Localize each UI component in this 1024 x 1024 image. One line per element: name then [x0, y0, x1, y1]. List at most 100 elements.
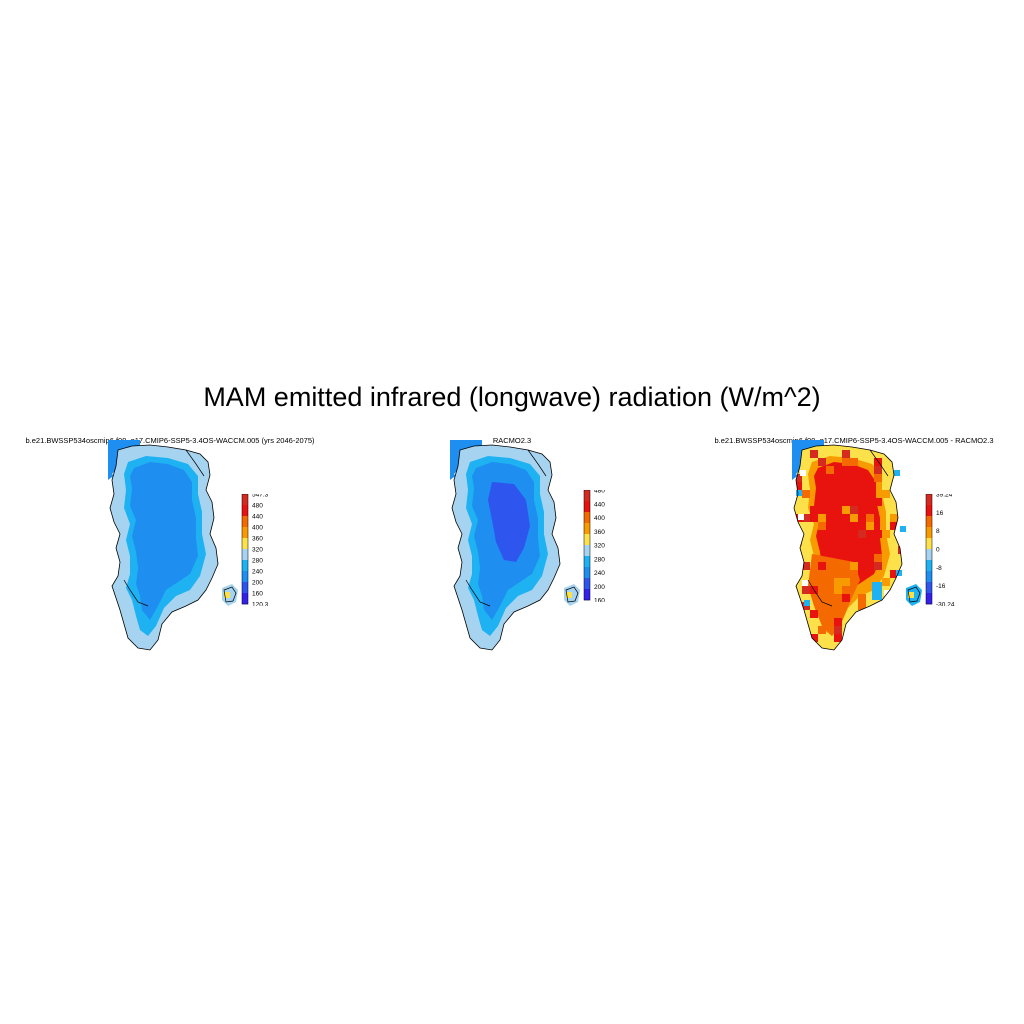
fjord-line	[465, 579, 491, 607]
grid-cell	[794, 482, 802, 490]
coastal-cell	[798, 514, 804, 520]
colorbar-swatch	[242, 582, 248, 594]
grid-cell	[842, 450, 850, 458]
panel-racmo: RACMO2.3 480 440 400 360 320 280 240 200 160	[342, 430, 682, 660]
grid-cell	[818, 562, 826, 570]
grid-cell	[834, 634, 842, 642]
colorbar-label: 400	[594, 515, 605, 522]
colorbar-label: -8	[936, 565, 942, 572]
grid-cell	[818, 514, 826, 522]
colorbar-label: 400	[252, 525, 263, 532]
colorbar-swatch	[584, 556, 590, 568]
colorbar-label: 480	[594, 490, 605, 495]
grid-cell	[866, 514, 874, 522]
grid-cell	[842, 594, 850, 602]
colorbar-swatch	[926, 560, 932, 572]
grid-cell	[850, 562, 858, 570]
island-cell	[908, 592, 914, 598]
grid-cell	[802, 634, 810, 642]
grid-cell	[858, 538, 866, 546]
grid-cell	[818, 522, 826, 530]
grid-cell	[810, 514, 818, 522]
grid-cell	[810, 634, 818, 642]
colorbar-frame	[241, 494, 249, 605]
coastal-cell	[900, 526, 906, 532]
colorbar: 480 440 400 360 320 280 240 200 160	[583, 490, 605, 603]
grid-cell	[834, 618, 842, 626]
colorbar-swatch	[584, 501, 590, 513]
greenland-map	[450, 440, 580, 651]
colorbar-swatch	[926, 527, 932, 539]
coastal-cell	[894, 470, 900, 476]
grid-cell	[850, 634, 858, 642]
colorbar-label: 160	[594, 598, 605, 603]
island-coastline	[907, 586, 921, 603]
coastal-cell	[872, 582, 882, 600]
southern-region	[808, 554, 860, 636]
grid-cell	[834, 626, 842, 634]
coastal-cell	[898, 500, 904, 506]
colorbar-swatch	[242, 516, 248, 528]
grid-cell	[802, 514, 810, 522]
coastline	[451, 444, 561, 651]
grid-cell	[890, 570, 898, 578]
coastal-cell	[802, 580, 808, 586]
grid-cell	[850, 522, 858, 530]
fjord-line	[869, 449, 889, 477]
island-cell	[224, 592, 230, 598]
colorbar-swatch	[242, 538, 248, 550]
colorbar: 547.3 480 440 400 360 320 280 240 200 160 120.3	[241, 494, 269, 606]
colorbar-label: 200	[252, 580, 263, 587]
grid-cell	[858, 530, 866, 538]
grid-cell	[874, 610, 882, 618]
colorbar-label: 160	[252, 591, 263, 598]
grid-cell	[834, 522, 842, 530]
colorbar-swatch	[584, 578, 590, 590]
grid-cell	[866, 522, 874, 530]
colorbar-label: 240	[252, 569, 263, 576]
grid-cell	[874, 618, 882, 626]
colorbar-swatch	[926, 582, 932, 594]
grid-cell	[890, 522, 898, 530]
colorbar-label: 8	[936, 528, 940, 535]
ice-sheet-interior	[130, 462, 198, 620]
panel-title: b.e21.BWSSP534oscmip6.f09_g17.CMIP6-SSP5…	[714, 436, 994, 445]
colorbar-swatch	[242, 560, 248, 572]
colorbar-swatch	[584, 490, 590, 502]
grid-cell	[874, 474, 882, 482]
greenland-map	[108, 440, 238, 651]
colorbar-frame	[583, 490, 591, 601]
fjord-line	[807, 579, 833, 607]
grid-cell	[874, 498, 882, 506]
grid-cell	[810, 450, 818, 458]
colorbar-swatch	[242, 593, 248, 605]
colorbar-label: 320	[594, 543, 605, 550]
panel-difference: b.e21.BWSSP534oscmip6.f09_g17.CMIP6-SSP5…	[684, 430, 1024, 660]
colorbar-label: 16	[936, 510, 944, 517]
island-coastline	[223, 586, 237, 603]
colorbar-swatch	[584, 589, 590, 601]
colorbar-swatch	[242, 494, 248, 506]
coastal-cell	[896, 570, 902, 576]
coastline	[109, 444, 219, 651]
coastal-cell	[800, 470, 806, 476]
grid-cell	[858, 594, 866, 602]
grid-cell	[898, 546, 902, 554]
colorbar-label: 480	[252, 503, 263, 510]
colorbar: 39.24 16 8 0 -8 -16 -30.24	[925, 494, 955, 607]
grid-cell	[834, 586, 842, 594]
colorbar-label: 0	[936, 547, 940, 554]
colorbar-label: 320	[252, 547, 263, 554]
grid-cell	[850, 458, 858, 466]
grid-cell	[802, 642, 810, 650]
grid-cell	[882, 490, 890, 498]
colorbar-label: 240	[594, 570, 605, 577]
colorbar-label: -30.24	[936, 602, 955, 607]
grid-cell	[802, 562, 810, 570]
colorbar-frame	[925, 494, 933, 605]
grid-cell	[882, 642, 890, 650]
colorbar-label: -16	[936, 583, 946, 590]
island-cell	[566, 592, 572, 598]
grid-cell	[874, 562, 882, 570]
grid-cell	[874, 458, 882, 466]
